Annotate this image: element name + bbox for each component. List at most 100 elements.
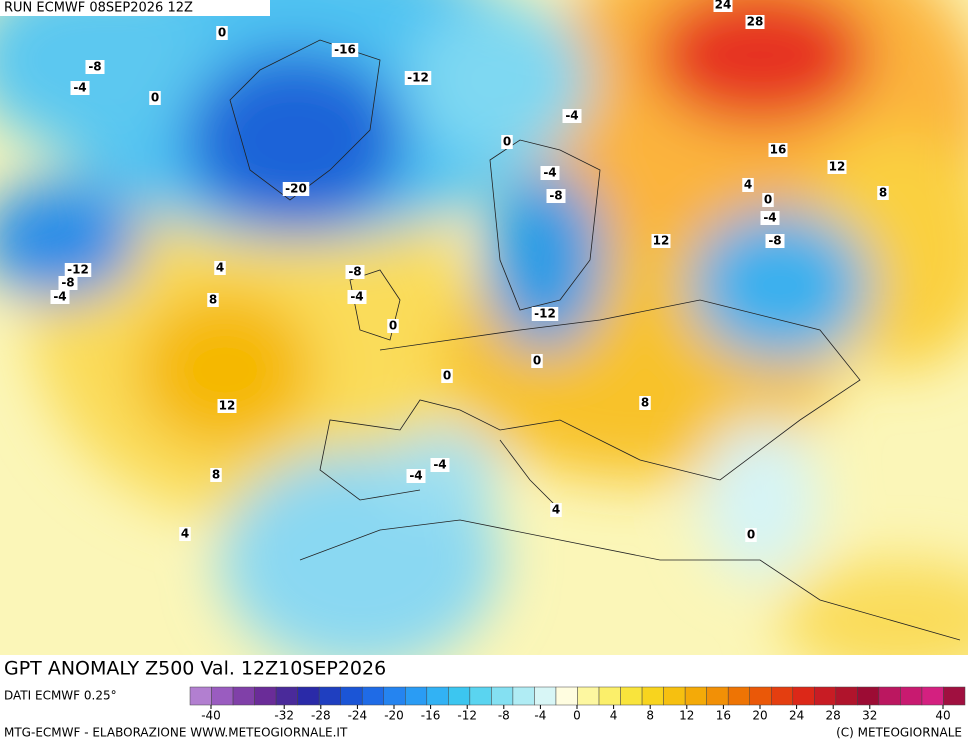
contour-label-box xyxy=(546,189,566,203)
contour-label: 24 xyxy=(715,0,732,12)
contour-label: -4 xyxy=(409,469,422,483)
colorbar-tick-label: -28 xyxy=(311,709,331,723)
contour-label-box xyxy=(768,143,788,157)
colorbar-swatch xyxy=(340,686,363,706)
contour-label-box xyxy=(179,527,191,541)
colorbar-swatch xyxy=(706,686,729,706)
colorbar-swatch xyxy=(921,686,944,706)
contour-label: 0 xyxy=(764,193,772,207)
contour-label-box xyxy=(149,91,161,105)
contour-label-box xyxy=(387,319,399,333)
colorbar-swatch xyxy=(512,686,535,706)
colorbar-swatch xyxy=(857,686,880,706)
colorbar-tick-label: -20 xyxy=(384,709,404,723)
contour-label: 12 xyxy=(653,234,670,248)
colorbar-tick-label: 20 xyxy=(752,709,767,723)
colorbar-swatch xyxy=(232,686,255,706)
map-field xyxy=(0,0,968,655)
colorbar-tick-label: -8 xyxy=(498,709,510,723)
map-title: GPT ANOMALY Z500 Val. 12Z10SEP2026 xyxy=(4,658,386,680)
contour-label: 12 xyxy=(829,160,846,174)
colorbar-tick-label: 0 xyxy=(573,709,581,723)
colorbar-swatch xyxy=(534,686,557,706)
colorbar-swatch xyxy=(663,686,686,706)
contour-label: 0 xyxy=(443,369,451,383)
colorbar-swatch xyxy=(835,686,858,706)
contour-label-box xyxy=(282,182,310,196)
contour-label: 28 xyxy=(747,15,764,29)
contour-label-box xyxy=(85,60,105,74)
contour-label: -8 xyxy=(768,234,781,248)
colorbar-tick-label: -16 xyxy=(421,709,441,723)
contour-label-box xyxy=(639,396,651,410)
colorbar-swatch xyxy=(297,686,320,706)
contour-label-box xyxy=(745,528,757,542)
header-box xyxy=(0,0,270,16)
colorbar-tick-label: -40 xyxy=(201,709,221,723)
contour-label-box xyxy=(217,399,237,413)
contour-label: -20 xyxy=(285,182,307,196)
colorbar-swatch xyxy=(943,686,966,706)
contour-label: -8 xyxy=(88,60,101,74)
contour-label: 4 xyxy=(552,503,560,517)
colorbar-swatch xyxy=(426,686,449,706)
contour-label: -8 xyxy=(549,189,562,203)
contour-label-box xyxy=(50,290,70,304)
contour-label-box xyxy=(765,234,785,248)
colorbar-tick-label: 40 xyxy=(935,709,950,723)
contour-label: -16 xyxy=(334,43,356,57)
contour-label-box xyxy=(827,160,847,174)
colorbar-swatch xyxy=(749,686,772,706)
colorbar-tick-label: 8 xyxy=(646,709,654,723)
colorbar-tick-label: -4 xyxy=(534,709,546,723)
contour-label: -4 xyxy=(763,211,776,225)
colorbar-swatch xyxy=(448,686,471,706)
contour-label-box xyxy=(406,469,426,483)
contour-label: 0 xyxy=(503,135,511,149)
contour-label-box xyxy=(58,276,78,290)
contour-label: 16 xyxy=(770,143,787,157)
colorbar-tick-label: 12 xyxy=(679,709,694,723)
contour-label-box xyxy=(214,261,226,275)
contour-label: 0 xyxy=(747,528,755,542)
colorbar-swatch xyxy=(900,686,923,706)
contour-label-box xyxy=(713,0,733,12)
colorbar-swatch xyxy=(814,686,837,706)
contour-label-box xyxy=(742,178,754,192)
contour-label-box xyxy=(216,26,228,40)
colorbar-swatch xyxy=(641,686,664,706)
contour-label-box xyxy=(331,43,359,57)
colorbar-tick-label: -24 xyxy=(348,709,368,723)
contour-label: 4 xyxy=(181,527,189,541)
contour-label: -12 xyxy=(534,307,556,321)
colorbar-swatch xyxy=(318,686,341,706)
colorbar: -40 -32 -28 -24 -20 -16 -12 -8 -4 0 4 8 12 16 20 24 28 32… xyxy=(189,686,966,723)
contour-label: 8 xyxy=(209,293,217,307)
colorbar-swatch xyxy=(405,686,428,706)
colorbar-swatch xyxy=(792,686,815,706)
contour-label-box xyxy=(501,135,513,149)
contour-label-box xyxy=(651,234,671,248)
run-label: RUN ECMWF 08SEP2026 12Z xyxy=(4,1,193,16)
contour-label: -4 xyxy=(433,458,446,472)
colorbar-swatch xyxy=(491,686,514,706)
colorbar-swatch xyxy=(275,686,298,706)
coastlines xyxy=(229,39,961,641)
contour-label-box xyxy=(531,354,543,368)
colorbar-tick-label: 24 xyxy=(789,709,804,723)
colorbar-tick-label: 16 xyxy=(716,709,731,723)
colorbar-tick-label: 32 xyxy=(862,709,877,723)
colorbar-tick-label: 4 xyxy=(610,709,618,723)
contour-label: 0 xyxy=(389,319,397,333)
colorbar-swatch xyxy=(727,686,750,706)
contour-label-box xyxy=(540,166,560,180)
contour-label: -12 xyxy=(407,71,429,85)
contour-label-box xyxy=(345,265,365,279)
contour-label: -12 xyxy=(67,263,89,277)
contour-label: -4 xyxy=(543,166,556,180)
contour-label: -4 xyxy=(53,290,66,304)
contour-label-box xyxy=(64,263,92,277)
colorbar-tick-label: 28 xyxy=(826,709,841,723)
contour-label: 4 xyxy=(744,178,752,192)
